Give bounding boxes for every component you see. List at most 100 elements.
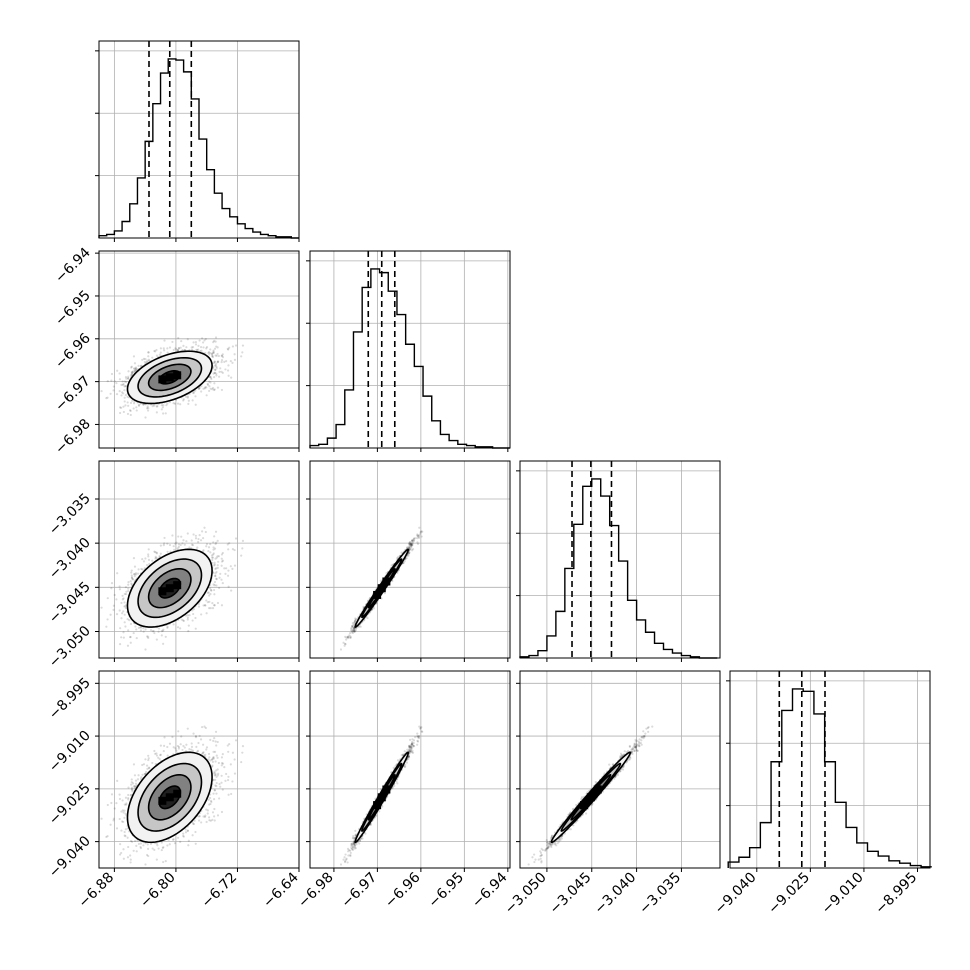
scatter-point bbox=[212, 583, 215, 586]
scatter-point bbox=[135, 636, 138, 640]
scatter-point bbox=[205, 612, 208, 615]
scatter-point bbox=[197, 540, 200, 544]
scatter-point bbox=[200, 337, 204, 340]
scatter-point bbox=[146, 359, 149, 362]
scatter-point bbox=[224, 368, 227, 371]
scatter-point bbox=[155, 348, 158, 352]
scatter-point bbox=[213, 347, 217, 350]
scatter-point bbox=[208, 594, 211, 597]
scatter-point bbox=[220, 354, 224, 357]
scatter-point bbox=[209, 376, 213, 379]
scatter-point bbox=[216, 352, 219, 356]
scatter-point bbox=[172, 623, 175, 626]
scatter-point bbox=[120, 406, 123, 409]
scatter-point bbox=[179, 627, 182, 630]
scatter-point bbox=[181, 542, 184, 545]
scatter-point bbox=[113, 380, 116, 383]
scatter-point bbox=[197, 605, 201, 608]
scatter-point bbox=[143, 360, 146, 364]
scatter-point bbox=[226, 369, 230, 372]
scatter-point bbox=[116, 572, 119, 575]
scatter-point bbox=[155, 411, 158, 414]
scatter-point bbox=[241, 539, 245, 542]
scatter-point bbox=[220, 604, 224, 607]
scatter-point bbox=[174, 542, 177, 545]
scatter-point bbox=[126, 412, 130, 416]
scatter-point bbox=[208, 353, 211, 356]
scatter-point bbox=[179, 543, 182, 547]
scatter-point bbox=[176, 626, 180, 629]
scatter-point bbox=[211, 386, 215, 390]
scatter-point bbox=[224, 572, 227, 575]
scatter-point bbox=[188, 546, 191, 549]
scatter-point bbox=[191, 619, 194, 622]
scatter-point bbox=[151, 559, 154, 562]
scatter-point bbox=[109, 613, 112, 616]
scatter-point bbox=[196, 546, 199, 549]
scatter-point bbox=[130, 574, 133, 577]
scatter-point bbox=[186, 338, 189, 341]
scatter-point bbox=[216, 346, 219, 349]
scatter-point bbox=[151, 356, 154, 359]
scatter-point bbox=[122, 383, 125, 386]
scatter-point bbox=[194, 537, 198, 540]
scatter-point bbox=[197, 537, 200, 541]
panel-frame bbox=[309, 250, 511, 449]
scatter-point bbox=[220, 359, 224, 362]
y-tick-label: −6.95 bbox=[52, 287, 94, 329]
scatter-point bbox=[160, 408, 163, 411]
scatter-point bbox=[231, 567, 234, 570]
scatter-point bbox=[197, 387, 200, 390]
scatter-point bbox=[187, 624, 190, 627]
scatter-point bbox=[159, 351, 162, 354]
scatter-point bbox=[121, 383, 124, 386]
scatter-point bbox=[191, 399, 194, 402]
scatter-point bbox=[215, 567, 218, 570]
scatter-point bbox=[120, 383, 123, 387]
scatter-point bbox=[194, 341, 198, 344]
scatter-point bbox=[126, 617, 129, 621]
scatter-point bbox=[130, 370, 133, 374]
scatter-point bbox=[122, 405, 125, 408]
scatter-point bbox=[180, 535, 183, 538]
scatter-point bbox=[134, 368, 138, 372]
scatter-point bbox=[216, 539, 219, 542]
scatter-point bbox=[220, 388, 224, 392]
scatter-point bbox=[206, 591, 209, 594]
scatter-point bbox=[205, 394, 208, 397]
scatter-point bbox=[127, 587, 130, 590]
scatter-point bbox=[156, 405, 159, 408]
scatter-point bbox=[133, 573, 136, 576]
scatter-point bbox=[115, 598, 118, 601]
scatter-point bbox=[144, 648, 147, 651]
scatter-point bbox=[174, 347, 177, 350]
scatter-point bbox=[208, 389, 211, 393]
scatter-point bbox=[127, 581, 130, 584]
scatter-point bbox=[151, 405, 154, 408]
scatter-point bbox=[144, 557, 147, 560]
scatter-point bbox=[129, 641, 132, 644]
scatter-point bbox=[124, 586, 128, 589]
scatter-point bbox=[229, 565, 232, 568]
scatter-point bbox=[200, 613, 203, 616]
scatter-point bbox=[203, 387, 207, 390]
scatter-point bbox=[141, 568, 144, 571]
panel-0-0 bbox=[95, 40, 300, 242]
scatter-point bbox=[100, 606, 103, 609]
scatter-point bbox=[122, 610, 125, 613]
y-tick-label: −6.98 bbox=[52, 416, 94, 458]
scatter-point bbox=[209, 381, 212, 384]
scatter-point bbox=[123, 385, 126, 388]
scatter-point bbox=[215, 541, 218, 544]
scatter-point bbox=[132, 631, 135, 635]
scatter-point bbox=[216, 601, 220, 605]
scatter-point bbox=[110, 587, 113, 590]
scatter-point bbox=[203, 526, 206, 529]
scatter-point bbox=[215, 578, 218, 581]
scatter-point bbox=[209, 543, 212, 546]
scatter-point bbox=[199, 346, 203, 349]
scatter-point bbox=[162, 347, 165, 350]
scatter-point bbox=[127, 404, 130, 407]
scatter-point bbox=[229, 359, 232, 363]
scatter-point bbox=[209, 348, 212, 351]
